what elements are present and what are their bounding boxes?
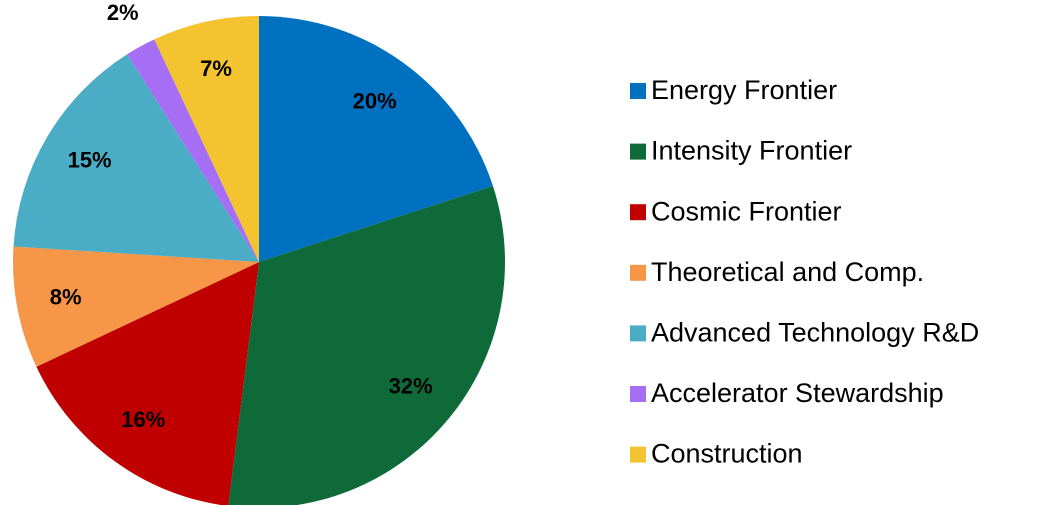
legend-swatch — [630, 83, 646, 99]
pie-slice — [259, 16, 493, 262]
legend-label: Cosmic Frontier — [651, 196, 842, 226]
slice-label: 20% — [353, 89, 397, 114]
pie-slice — [13, 54, 259, 262]
legend-swatch — [630, 143, 646, 160]
legend-swatch — [630, 386, 646, 402]
legend-label: Intensity Frontier — [651, 136, 852, 166]
slice-label: 8% — [50, 285, 82, 310]
legend-label: Theoretical and Comp. — [651, 257, 924, 287]
pie-slice — [36, 262, 259, 505]
slice-label: 16% — [121, 407, 165, 432]
pie-slice — [154, 16, 259, 262]
legend-label: Accelerator Stewardship — [651, 378, 944, 408]
slice-label: 15% — [68, 148, 112, 173]
legend-label: Advanced Technology R&D — [651, 318, 979, 348]
legend-swatch — [630, 325, 646, 342]
pie-slice — [228, 185, 505, 505]
pie-slice — [12, 246, 259, 367]
legend-swatch — [630, 446, 646, 463]
pie-slice — [127, 39, 259, 263]
legend-swatch — [630, 204, 646, 221]
slice-label: 2% — [107, 0, 139, 25]
slice-label: 7% — [200, 56, 232, 81]
slice-label: 32% — [389, 373, 433, 398]
legend-label: Construction — [651, 439, 803, 469]
legend-swatch — [630, 264, 646, 281]
legend-label: Energy Frontier — [651, 75, 837, 105]
